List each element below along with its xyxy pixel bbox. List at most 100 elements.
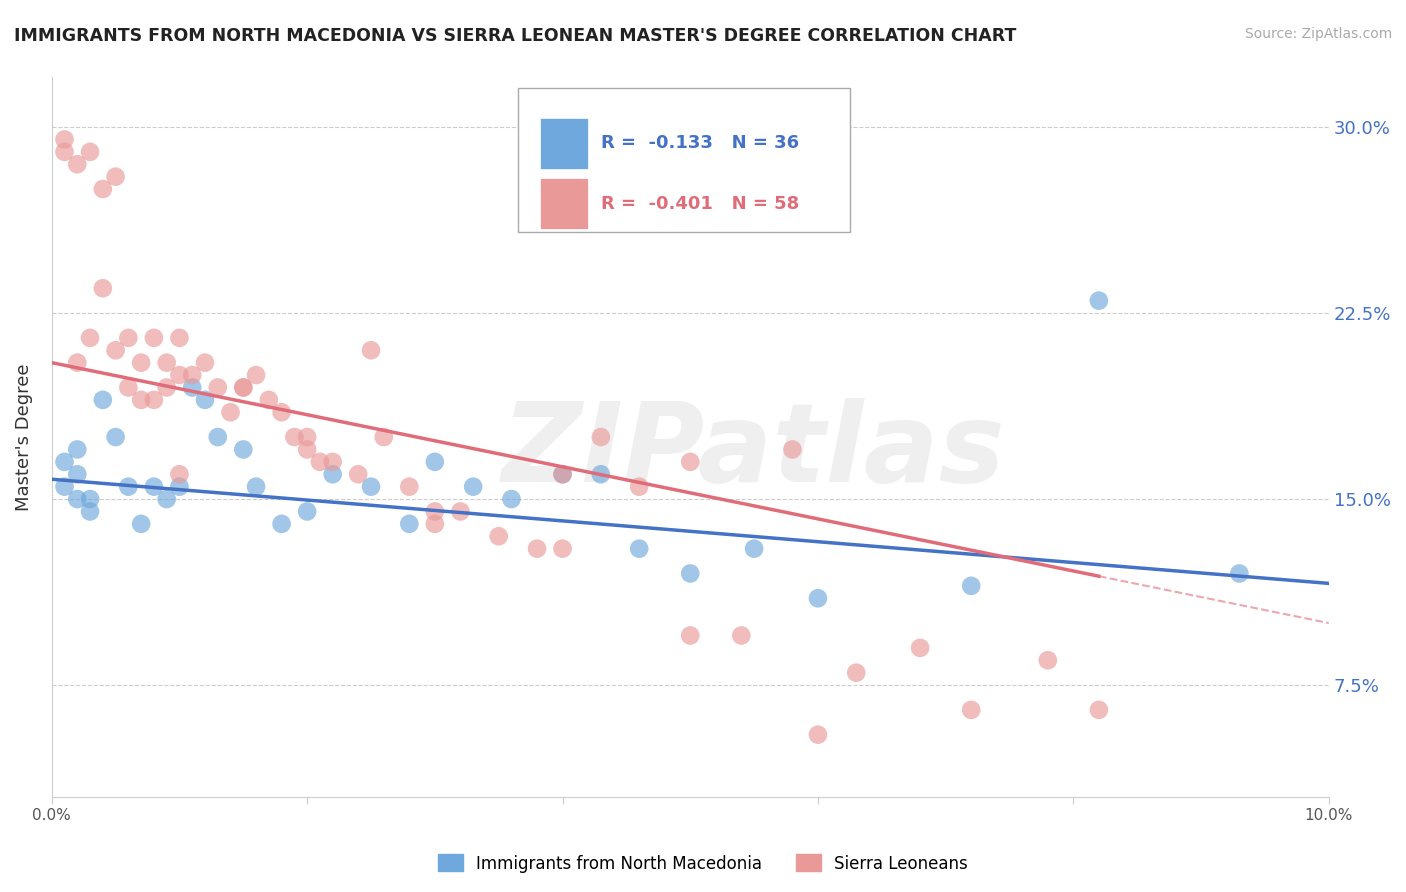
Point [295,504,318,518]
Point [207,430,229,444]
Point [526,541,548,556]
Point [169,467,191,482]
Point [91,182,114,196]
Point [232,380,254,394]
Point [104,169,127,184]
Point [181,368,204,382]
Point [960,703,983,717]
Point [398,480,420,494]
Point [551,541,574,556]
Bar [540,119,588,169]
Point [679,628,702,642]
Point [66,157,89,171]
Point [117,331,139,345]
Point [207,380,229,394]
Text: IMMIGRANTS FROM NORTH MACEDONIA VS SIERRA LEONEAN MASTER'S DEGREE CORRELATION CH: IMMIGRANTS FROM NORTH MACEDONIA VS SIERR… [14,27,1017,45]
Point [730,628,752,642]
Point [117,480,139,494]
Point [423,504,446,518]
Point [169,331,191,345]
Point [194,392,217,407]
Point [628,541,651,556]
Point [142,331,165,345]
Point [589,430,612,444]
Point [373,430,395,444]
Point [322,467,344,482]
Text: R =  -0.401   N = 58: R = -0.401 N = 58 [600,194,799,212]
Point [232,442,254,457]
Point [679,566,702,581]
Point [845,665,868,680]
Point [1088,703,1111,717]
Point [501,491,523,506]
Point [194,356,217,370]
Point [1227,566,1250,581]
Point [53,480,76,494]
Point [129,516,152,531]
Point [628,480,651,494]
Point [79,491,101,506]
Point [347,467,370,482]
Point [283,430,305,444]
Point [232,380,254,394]
Point [219,405,242,419]
Point [53,132,76,146]
Point [142,480,165,494]
Point [423,516,446,531]
Legend: Immigrants from North Macedonia, Sierra Leoneans: Immigrants from North Macedonia, Sierra … [432,847,974,880]
Point [782,442,804,457]
FancyBboxPatch shape [517,88,849,232]
Point [679,455,702,469]
Point [309,455,332,469]
Point [66,442,89,457]
Point [104,343,127,358]
Point [270,516,292,531]
Point [156,356,179,370]
Bar [540,178,588,228]
Point [117,380,139,394]
Point [156,380,179,394]
Point [1036,653,1059,667]
Point [295,430,318,444]
Point [1088,293,1111,308]
Point [91,392,114,407]
Point [53,455,76,469]
Point [66,467,89,482]
Point [66,356,89,370]
Text: Source: ZipAtlas.com: Source: ZipAtlas.com [1244,27,1392,41]
Point [245,480,267,494]
Point [169,368,191,382]
Point [104,430,127,444]
Point [488,529,510,543]
Point [129,392,152,407]
Point [742,541,765,556]
Point [257,392,280,407]
Point [551,467,574,482]
Point [960,579,983,593]
Point [449,504,471,518]
Point [79,504,101,518]
Point [53,145,76,159]
Text: R =  -0.133   N = 36: R = -0.133 N = 36 [600,135,799,153]
Point [66,491,89,506]
Point [270,405,292,419]
Point [156,491,179,506]
Point [91,281,114,295]
Point [79,145,101,159]
Point [181,380,204,394]
Point [463,480,485,494]
Point [245,368,267,382]
Point [589,467,612,482]
Text: ZIPatlas: ZIPatlas [502,398,1005,505]
Point [169,480,191,494]
Point [322,455,344,469]
Point [423,455,446,469]
Point [360,343,382,358]
Y-axis label: Master's Degree: Master's Degree [15,363,32,511]
Point [360,480,382,494]
Point [908,640,931,655]
Point [551,467,574,482]
Point [807,728,830,742]
Point [807,591,830,606]
Point [295,442,318,457]
